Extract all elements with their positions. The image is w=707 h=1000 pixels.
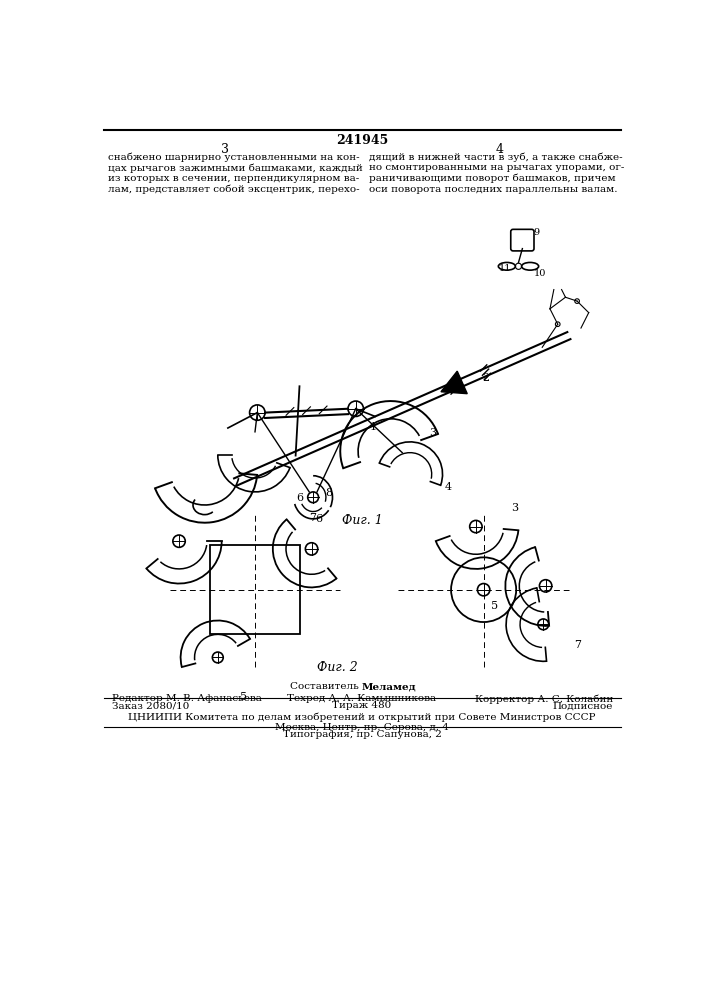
- Text: оси поворота последних параллельны валам.: оси поворота последних параллельны валам…: [369, 185, 617, 194]
- Text: цах рычагов зажимными башмаками, каждый: цах рычагов зажимными башмаками, каждый: [107, 163, 363, 173]
- Text: Меламед: Меламед: [362, 682, 416, 691]
- Text: 2: 2: [481, 373, 489, 383]
- Bar: [210, 545, 300, 634]
- Text: Составитель: Составитель: [290, 682, 362, 691]
- Text: но смонтированными на рычагах упорами, ог-: но смонтированными на рычагах упорами, о…: [369, 163, 624, 172]
- Text: 7: 7: [574, 640, 581, 650]
- Text: 3: 3: [510, 503, 518, 513]
- Text: 11: 11: [499, 264, 512, 273]
- Text: 6: 6: [296, 493, 303, 503]
- Text: Подписное: Подписное: [553, 701, 613, 710]
- Text: Техред А. А. Камышникова: Техред А. А. Камышникова: [287, 694, 436, 703]
- Text: 7: 7: [309, 513, 316, 523]
- Text: Фиг. 2: Фиг. 2: [317, 661, 358, 674]
- Text: 10: 10: [534, 269, 547, 278]
- Text: 241945: 241945: [336, 134, 388, 147]
- Text: 1: 1: [370, 422, 378, 432]
- Text: 6: 6: [315, 514, 322, 524]
- Text: 3: 3: [429, 428, 436, 438]
- Text: из которых в сечении, перпендикулярном ва-: из которых в сечении, перпендикулярном в…: [107, 174, 359, 183]
- Text: ЦНИИПИ Комитета по делам изобретений и открытий при Совете Министров СССР: ЦНИИПИ Комитета по делам изобретений и о…: [128, 712, 596, 722]
- Text: лам, представляет собой эксцентрик, перехо-: лам, представляет собой эксцентрик, пере…: [107, 185, 359, 194]
- Text: 4: 4: [445, 482, 452, 492]
- Text: 9: 9: [533, 228, 539, 237]
- Text: Тираж 480: Тираж 480: [332, 701, 392, 710]
- Text: Корректор А. С. Колабин: Корректор А. С. Колабин: [475, 694, 613, 704]
- Text: 3: 3: [221, 143, 229, 156]
- Text: Редактор М. В. Афанасьева: Редактор М. В. Афанасьева: [112, 694, 262, 703]
- Text: 4: 4: [495, 143, 503, 156]
- Text: 5: 5: [491, 601, 498, 611]
- Text: раничивающими поворот башмаков, причем: раничивающими поворот башмаков, причем: [369, 174, 616, 183]
- Text: Заказ 2080/10: Заказ 2080/10: [112, 701, 189, 710]
- Text: дящий в нижней части в зуб, а также снабже-: дящий в нижней части в зуб, а также снаб…: [369, 152, 623, 162]
- Polygon shape: [441, 371, 467, 394]
- Text: Москва, Центр, пр. Серова, д. 4: Москва, Центр, пр. Серова, д. 4: [275, 723, 449, 732]
- FancyBboxPatch shape: [510, 229, 534, 251]
- Text: Типография, пр. Сапунова, 2: Типография, пр. Сапунова, 2: [283, 730, 441, 739]
- Text: 5: 5: [240, 692, 247, 702]
- Text: 8: 8: [325, 488, 332, 498]
- Text: Фиг. 1: Фиг. 1: [341, 514, 382, 527]
- Text: снабжено шарнирно установленными на кон-: снабжено шарнирно установленными на кон-: [107, 152, 359, 162]
